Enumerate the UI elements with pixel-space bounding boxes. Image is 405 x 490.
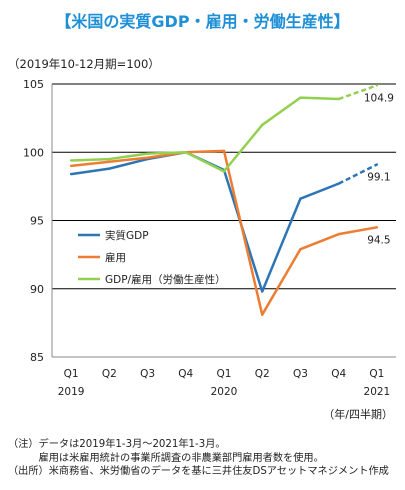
y-tick-label: 100 (23, 146, 44, 159)
data-point-employment (337, 232, 340, 236)
x-tick-label: Q3 (293, 368, 308, 380)
data-point-employment (146, 156, 149, 159)
data-point-gdp (108, 167, 111, 170)
legend-label: 雇用 (105, 251, 126, 264)
data-point-employment (222, 149, 226, 153)
x-year-label: 2021 (364, 386, 391, 398)
x-year-label: 2019 (58, 386, 85, 398)
data-point-employment (375, 226, 379, 229)
footnote-line: （出所）米商務省、米労働省のデータを基に三井住友DSアセットマネジメント作成 (8, 466, 389, 477)
data-point-productivity (299, 96, 302, 99)
y-tick-label: 90 (30, 283, 44, 296)
end-value-label: 104.9 (364, 92, 394, 104)
x-tick-label: Q1 (217, 368, 232, 380)
data-point-productivity (146, 152, 149, 155)
legend-label: 実質GDP (105, 229, 149, 242)
data-point-employment (261, 313, 264, 316)
data-point-productivity (375, 84, 379, 87)
data-point-productivity (337, 97, 340, 101)
data-point-productivity (261, 123, 264, 127)
data-point-gdp (337, 182, 340, 185)
series-line-productivity (71, 96, 339, 173)
x-tick-label: Q2 (255, 368, 270, 380)
data-point-employment (299, 247, 302, 251)
data-point-gdp (261, 290, 264, 293)
chart-title: 【米国の実質GDP・雇用・労働生産性】 (55, 12, 350, 31)
end-value-label: 94.5 (367, 234, 390, 246)
footnote-line: （注）データは2019年1-3月～2021年1-3月。 (8, 439, 226, 450)
x-tick-label: Q1 (64, 368, 79, 380)
series-line-dashed-gdp (338, 163, 378, 185)
data-point-productivity (69, 159, 73, 162)
x-tick-label: Q2 (102, 368, 117, 380)
footnote-line: 雇用は米雇用統計の事業所調査の非農業部門雇用者数を使用。 (8, 452, 324, 464)
x-tick-label: Q4 (331, 368, 346, 380)
data-point-productivity (222, 170, 226, 173)
footnotes: （注）データは2019年1-3月～2021年1-3月。 雇用は米雇用統計の事業所… (8, 438, 389, 479)
y-tick-label: 95 (30, 215, 44, 228)
x-tick-label: Q3 (140, 368, 155, 380)
series-line-gdp (70, 151, 340, 293)
x-year-label: 2020 (211, 386, 238, 398)
x-tick-label: Q4 (178, 368, 193, 380)
data-point-gdp (375, 163, 379, 166)
x-axis-unit-label: （年/四半期） (323, 408, 393, 421)
data-point-gdp (69, 172, 73, 176)
data-point-gdp (299, 197, 302, 200)
data-point-employment (69, 164, 73, 168)
data-point-productivity (108, 157, 111, 161)
y-tick-label: 85 (30, 351, 44, 364)
x-tick-label: Q1 (369, 368, 384, 380)
index-base-note: （2019年10-12月期=100） (8, 57, 160, 71)
data-point-productivity (184, 151, 187, 154)
series-line-dashed-productivity (338, 84, 378, 101)
y-tick-label: 105 (23, 78, 44, 91)
end-value-label: 99.1 (367, 172, 390, 184)
data-point-employment (108, 160, 111, 164)
legend-label: GDP/雇用（労働生産性） (105, 273, 226, 286)
